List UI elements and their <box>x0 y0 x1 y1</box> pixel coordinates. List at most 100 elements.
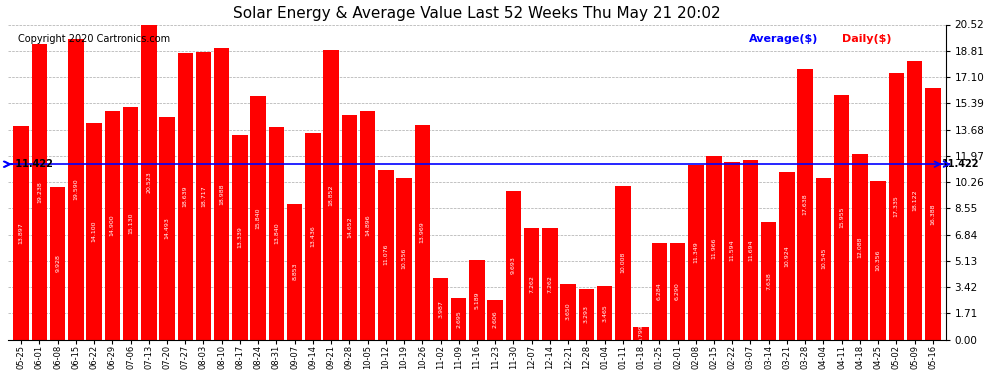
Bar <box>560 284 576 340</box>
Bar <box>433 278 448 340</box>
Text: 11.966: 11.966 <box>712 237 717 258</box>
Text: 6.284: 6.284 <box>656 282 661 300</box>
Text: 11.422: 11.422 <box>12 159 52 169</box>
Title: Solar Energy & Average Value Last 52 Weeks Thu May 21 20:02: Solar Energy & Average Value Last 52 Wee… <box>234 6 721 21</box>
Text: 10.356: 10.356 <box>875 249 880 271</box>
Text: Daily($): Daily($) <box>842 34 892 44</box>
Text: 13.339: 13.339 <box>238 226 243 248</box>
Bar <box>451 298 466 340</box>
Text: 11.694: 11.694 <box>748 239 753 261</box>
Bar <box>651 243 667 340</box>
Text: 16.388: 16.388 <box>931 203 936 225</box>
Bar <box>725 162 740 340</box>
Text: 14.896: 14.896 <box>365 214 370 236</box>
Text: 19.238: 19.238 <box>37 181 42 203</box>
Bar <box>834 94 849 340</box>
Bar <box>415 125 430 340</box>
Bar <box>506 191 521 340</box>
Bar <box>324 50 339 340</box>
Text: 13.897: 13.897 <box>19 222 24 244</box>
Bar <box>177 53 193 340</box>
Bar <box>615 186 631 340</box>
Text: 3.293: 3.293 <box>584 305 589 323</box>
Text: 9.928: 9.928 <box>55 255 60 272</box>
Bar <box>688 165 704 340</box>
Bar <box>543 228 557 340</box>
Bar <box>907 62 923 340</box>
Text: 18.988: 18.988 <box>219 183 224 205</box>
Text: 13.840: 13.840 <box>274 222 279 244</box>
Bar <box>779 172 795 340</box>
Text: 7.262: 7.262 <box>547 275 552 293</box>
Bar <box>670 243 685 340</box>
Bar <box>250 96 266 340</box>
Text: 7.638: 7.638 <box>766 272 771 290</box>
Text: 3.465: 3.465 <box>602 304 607 322</box>
Bar <box>378 170 394 340</box>
Bar <box>597 286 613 340</box>
Text: 6.290: 6.290 <box>675 282 680 300</box>
Text: 11.076: 11.076 <box>383 244 388 266</box>
Text: 2.606: 2.606 <box>493 311 498 328</box>
Bar <box>14 126 29 340</box>
Bar <box>214 48 230 340</box>
Bar <box>141 24 156 340</box>
Bar <box>50 187 65 340</box>
Bar <box>159 117 175 340</box>
Bar <box>396 177 412 340</box>
Text: 10.924: 10.924 <box>784 245 789 267</box>
Text: 7.262: 7.262 <box>530 275 535 293</box>
Text: 11.422: 11.422 <box>941 159 979 169</box>
Text: 3.987: 3.987 <box>438 300 443 318</box>
Text: 15.130: 15.130 <box>128 213 133 234</box>
Text: 9.693: 9.693 <box>511 256 516 274</box>
Text: 15.955: 15.955 <box>840 206 844 228</box>
Text: 11.594: 11.594 <box>730 240 735 261</box>
Text: 18.639: 18.639 <box>183 186 188 207</box>
Text: 18.717: 18.717 <box>201 185 206 207</box>
Text: 10.008: 10.008 <box>621 252 626 273</box>
Bar <box>524 228 540 340</box>
Bar <box>578 289 594 340</box>
Text: Average($): Average($) <box>748 34 818 44</box>
Text: 15.840: 15.840 <box>255 207 260 229</box>
Bar <box>925 88 940 340</box>
Bar <box>105 111 120 340</box>
Bar <box>742 160 758 340</box>
Text: 14.652: 14.652 <box>346 216 351 238</box>
Bar <box>196 52 211 340</box>
Bar <box>852 154 867 340</box>
Text: 5.189: 5.189 <box>474 291 479 309</box>
Bar <box>123 107 139 340</box>
Bar <box>342 115 357 340</box>
Text: 14.900: 14.900 <box>110 214 115 236</box>
Text: 10.556: 10.556 <box>402 248 407 269</box>
Bar <box>797 69 813 340</box>
Bar <box>68 39 83 340</box>
Bar <box>86 123 102 340</box>
Bar <box>634 327 648 340</box>
Text: 8.853: 8.853 <box>292 263 297 280</box>
Text: 2.695: 2.695 <box>456 310 461 328</box>
Text: 11.349: 11.349 <box>693 242 698 263</box>
Text: 3.650: 3.650 <box>565 303 570 320</box>
Bar <box>889 74 904 340</box>
Text: Copyright 2020 Cartronics.com: Copyright 2020 Cartronics.com <box>18 34 170 44</box>
Bar <box>706 156 722 340</box>
Text: 12.088: 12.088 <box>857 236 862 258</box>
Bar <box>359 111 375 340</box>
Bar <box>761 222 776 340</box>
Text: 17.638: 17.638 <box>803 194 808 215</box>
Bar <box>816 178 832 340</box>
Text: 19.590: 19.590 <box>73 178 78 200</box>
Bar <box>287 204 302 340</box>
Text: 14.493: 14.493 <box>164 217 169 239</box>
Text: 20.523: 20.523 <box>147 171 151 193</box>
Text: 10.545: 10.545 <box>821 248 826 269</box>
Text: 17.335: 17.335 <box>894 196 899 217</box>
Bar <box>32 44 48 340</box>
Text: 13.436: 13.436 <box>311 226 316 248</box>
Text: 18.852: 18.852 <box>329 184 334 206</box>
Bar <box>305 133 321 340</box>
Bar <box>487 300 503 340</box>
